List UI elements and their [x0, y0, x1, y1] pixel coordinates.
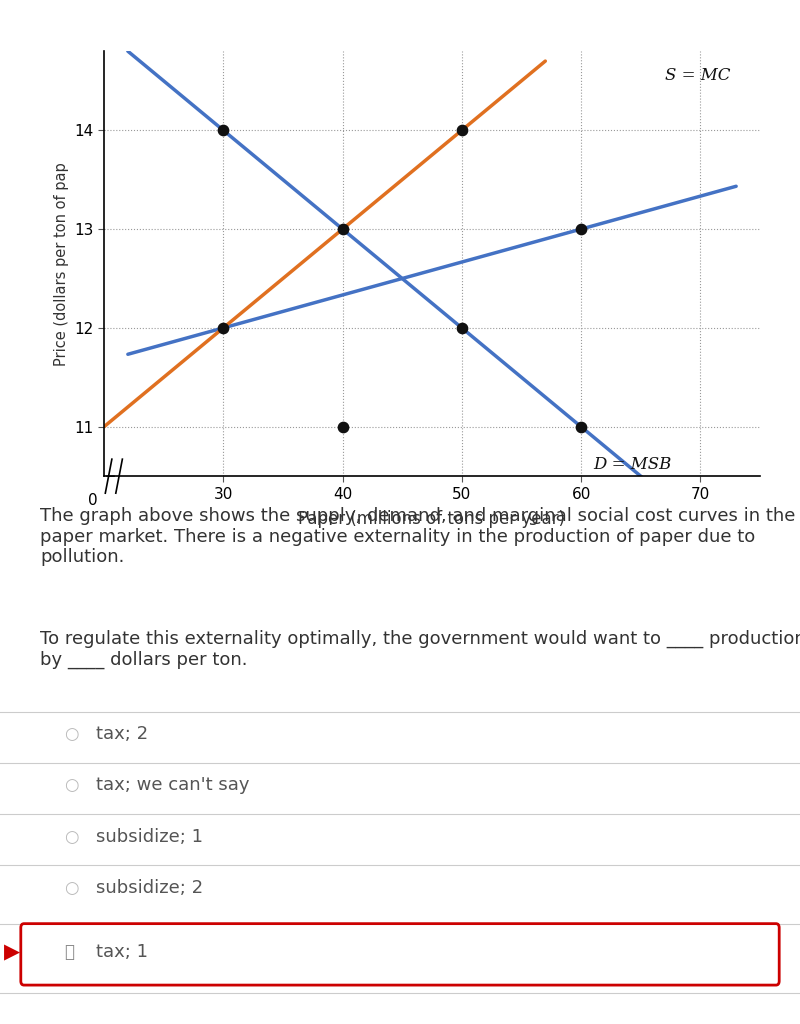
Text: tax; 2: tax; 2 — [96, 725, 148, 743]
Text: ⦿: ⦿ — [64, 943, 74, 962]
Point — [336, 419, 349, 435]
Text: 0: 0 — [88, 494, 98, 508]
Point — [455, 122, 468, 138]
Text: subsidize; 1: subsidize; 1 — [96, 827, 203, 846]
Text: tax; we can't say: tax; we can't say — [96, 776, 250, 795]
Text: D = MSB: D = MSB — [593, 456, 671, 473]
Text: subsidize; 2: subsidize; 2 — [96, 879, 203, 897]
Point — [455, 319, 468, 336]
Y-axis label: Price (dollars per ton of pap: Price (dollars per ton of pap — [54, 162, 69, 366]
Text: ○: ○ — [64, 879, 78, 897]
Text: ○: ○ — [64, 776, 78, 795]
Text: To regulate this externality optimally, the government would want to ____ produc: To regulate this externality optimally, … — [40, 630, 800, 669]
Point — [217, 122, 230, 138]
Text: The graph above shows the supply, demand, and marginal social cost curves in the: The graph above shows the supply, demand… — [40, 507, 795, 566]
X-axis label: Paper (millions of tons per year): Paper (millions of tons per year) — [298, 510, 566, 528]
Text: ○: ○ — [64, 725, 78, 743]
Text: ▶: ▶ — [4, 942, 20, 963]
Text: tax; 1: tax; 1 — [96, 943, 148, 962]
Text: S = MC: S = MC — [665, 68, 730, 84]
Point — [217, 319, 230, 336]
Point — [574, 221, 587, 238]
Point — [336, 221, 349, 238]
Text: ○: ○ — [64, 827, 78, 846]
Point — [574, 419, 587, 435]
